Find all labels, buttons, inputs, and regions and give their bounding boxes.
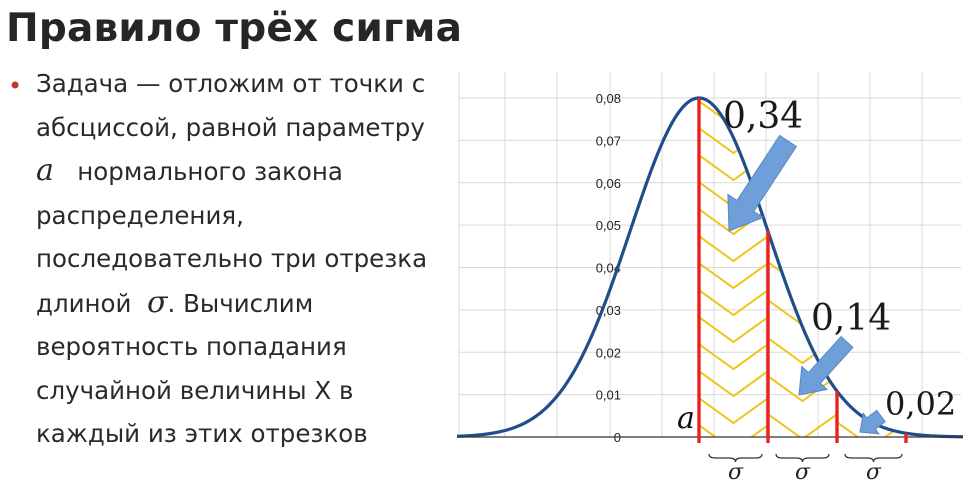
hatch-line <box>768 375 837 403</box>
y-tick-label: 0,06 <box>596 176 621 191</box>
pointer-arrow <box>859 409 886 435</box>
pointer-arrow <box>727 134 798 232</box>
sigma-symbol: σ <box>147 284 168 320</box>
sigma-label: σ <box>866 460 882 485</box>
param-a-symbol: a <box>36 153 54 188</box>
text-line: распределения, <box>36 200 244 230</box>
hatch-line <box>837 70 906 87</box>
sigma-label: σ <box>795 460 811 485</box>
hatch-line <box>837 242 906 267</box>
hatch-line <box>837 122 906 147</box>
slide-title: Правило трёх сигма <box>6 6 463 51</box>
sigma-brace <box>708 453 763 463</box>
chart-svg: 00,010,020,030,040,050,060,070,08aσσσ0,3… <box>456 70 964 485</box>
text-line: абсциссой, равной параметру <box>36 112 425 142</box>
hatch-line <box>699 316 768 344</box>
sigma-brace <box>775 453 830 463</box>
hatch-line <box>837 272 906 297</box>
text-line: a нормального закона <box>36 149 458 194</box>
hatch-line <box>699 235 768 263</box>
hatch-line <box>699 70 768 72</box>
text-line: последовательно три отрезка <box>36 244 428 273</box>
y-tick-label: 0,02 <box>596 345 621 360</box>
text-fragment: нормального закона <box>77 157 343 186</box>
y-tick-label: 0,01 <box>596 388 621 403</box>
hatch-line <box>699 370 768 398</box>
y-tick-label: 0,08 <box>596 91 621 106</box>
bullet-text: Задача — отложим от точки с абсциссой, р… <box>36 62 458 456</box>
hatch-line <box>699 343 768 371</box>
hatch-line <box>837 182 906 207</box>
text-line: Задача — отложим от точки с <box>36 69 426 98</box>
bullet-dot: • <box>8 72 23 100</box>
hatch-line <box>837 362 906 387</box>
y-tick-label: 0,05 <box>596 218 621 233</box>
hatch-line <box>699 424 768 437</box>
text-line: каждый из этих отрезков <box>36 419 368 448</box>
sigma-brace <box>844 453 903 463</box>
probability-label: 0,02 <box>885 385 956 423</box>
hatch-line <box>768 186 837 211</box>
hatch-line <box>837 92 906 117</box>
mean-a-label: a <box>677 401 695 436</box>
hatch-line <box>699 397 768 425</box>
text-line: длиной σ. Вычислим <box>36 281 458 326</box>
probability-label: 0,14 <box>811 298 891 339</box>
text-line: случайной величины X в <box>36 375 354 405</box>
normal-distribution-chart: 00,010,020,030,040,050,060,070,08aσσσ0,3… <box>455 70 965 487</box>
sigma-label: σ <box>728 460 744 485</box>
hatch-line <box>837 212 906 237</box>
pointer-arrow <box>798 335 854 396</box>
hatch-line <box>699 262 768 290</box>
hatch-line <box>699 289 768 317</box>
text-fragment: . Вычислим <box>167 288 314 318</box>
y-tick-label: 0,07 <box>596 133 621 148</box>
hatch-line <box>768 413 837 437</box>
text-line: вероятность попадания <box>36 332 347 361</box>
probability-label: 0,34 <box>723 96 803 137</box>
hatch-line <box>837 152 906 177</box>
hatch-line <box>768 231 837 251</box>
hatch-line <box>768 72 837 97</box>
text-fragment: длиной <box>36 288 132 318</box>
